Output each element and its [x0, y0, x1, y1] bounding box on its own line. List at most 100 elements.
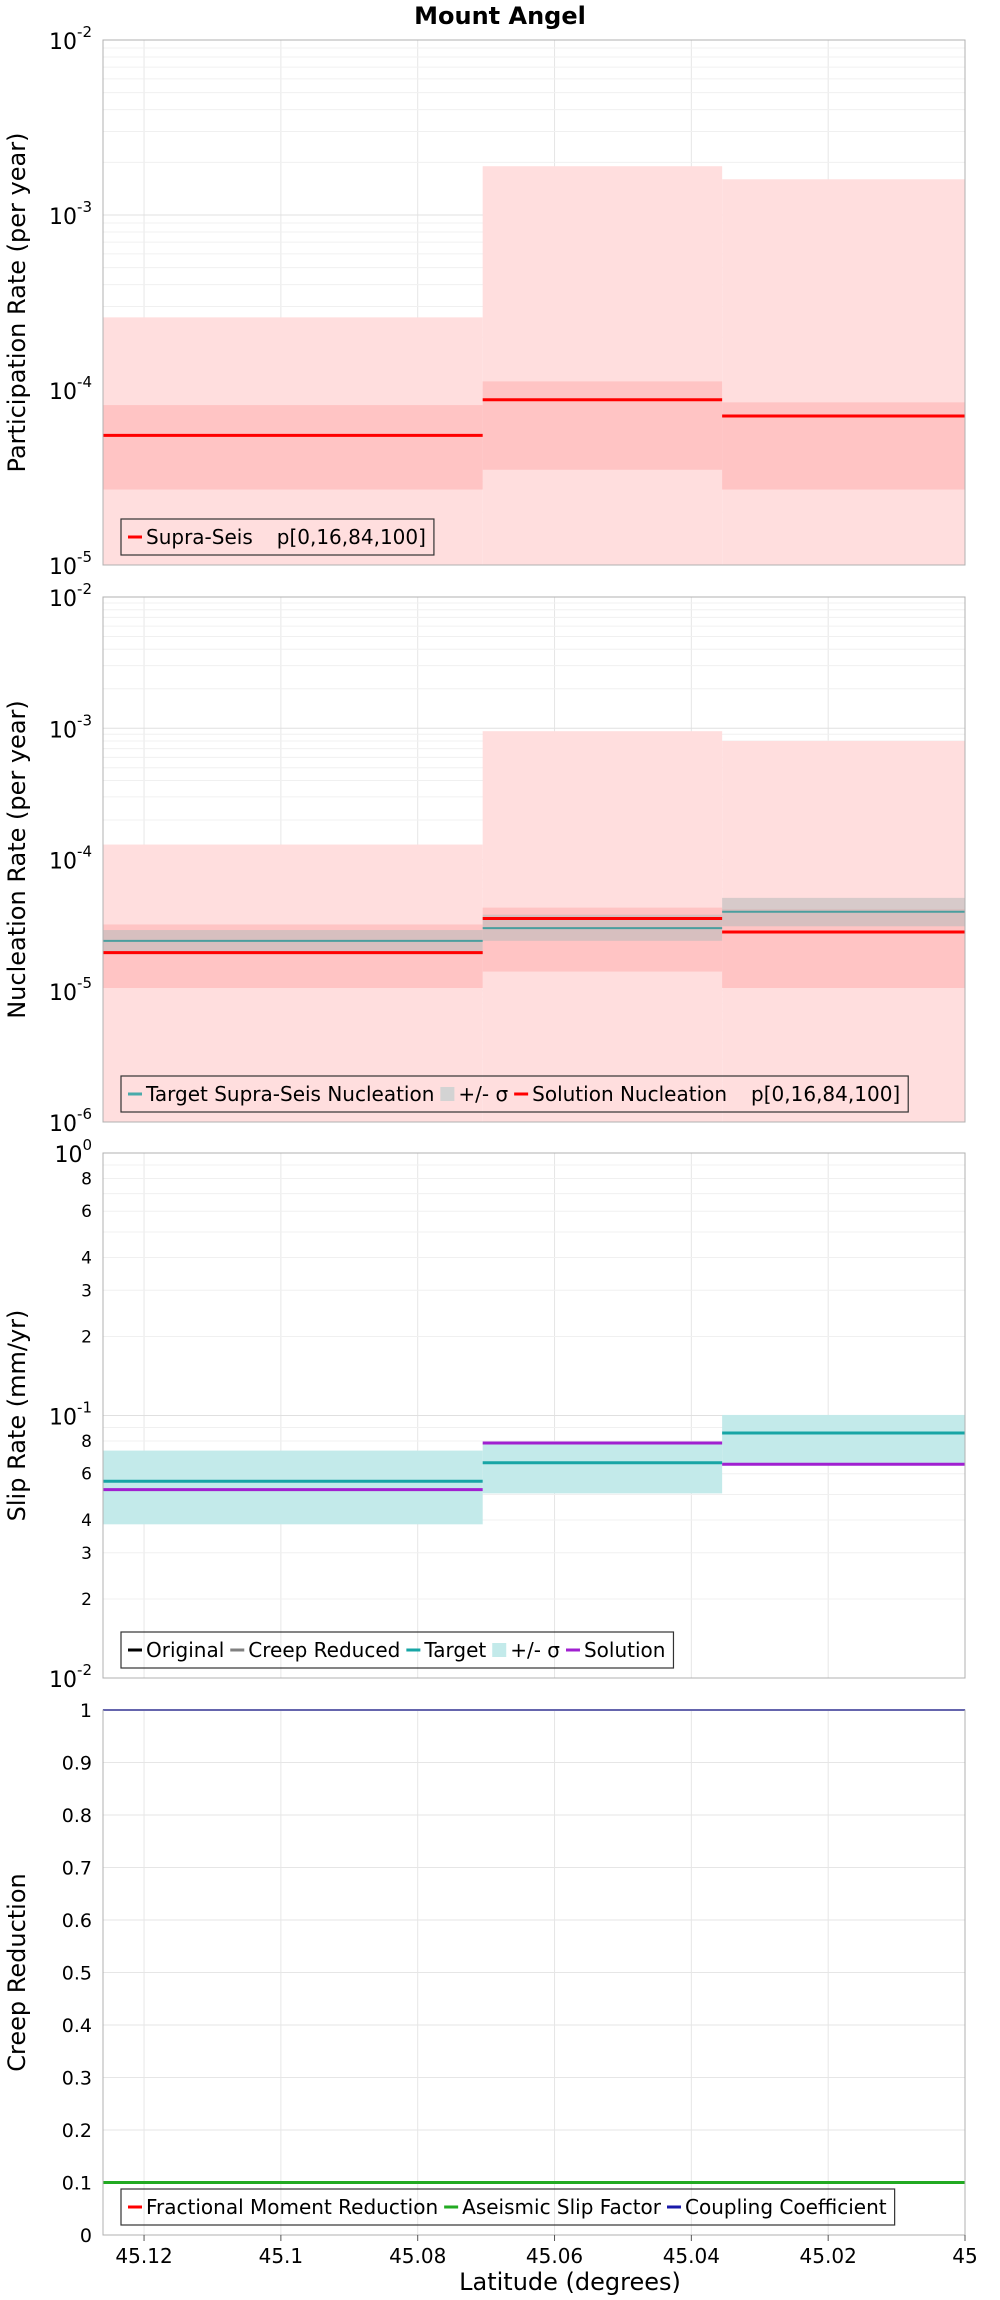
legend-frame [120, 518, 435, 556]
y-ticks: 10-2 10-1 100 2 3 4 6 8 2 3 4 6 8 [49, 1136, 92, 1693]
panels: 10-5 10-4 10-3 10-2 Participation Rate (per … [3, 23, 966, 2247]
y-ticks: 10-6 10-5 10-4 10-3 10-2 [49, 580, 92, 1137]
band-segment [482, 1443, 723, 1494]
band-segment [103, 405, 483, 490]
legend-label: Solution [584, 1638, 665, 1662]
band [103, 1414, 965, 1525]
y-minor-tick-label: 3 [81, 1281, 92, 1301]
panel-3: 10-2 10-1 100 2 3 4 6 8 2 3 4 6 8 Slip Rate (mm/yr) Or… [3, 1136, 966, 1693]
band [103, 166, 965, 566]
y-minor-tick-label: 8 [81, 1169, 92, 1189]
panel-2: 10-6 10-5 10-4 10-3 10-2 Nucleation Rate (per… [3, 580, 966, 1137]
legend: Target Supra-Seis Nucleation +/- σ Solutio… [120, 1075, 909, 1113]
y-minor-tick-label: 2 [81, 1590, 92, 1610]
legend-label: +/- σ [458, 1082, 508, 1106]
y-tick-label: 0.2 [62, 2120, 92, 2142]
y-tick-label: 10-5 [49, 548, 92, 580]
x-tick-label: 45.06 [526, 2244, 583, 2268]
x-axis: 45.12 45.1 45.08 45.06 45.04 45.02 45 [115, 2235, 978, 2268]
y-minor-tick-label: 3 [81, 1544, 92, 1564]
y-tick-label: 100 [54, 1136, 92, 1168]
band-segment [482, 166, 723, 565]
y-tick-label: 0.9 [62, 1753, 92, 1775]
y-axis-label: Creep Reduction [3, 1873, 31, 2071]
y-minor-tick-label: 2 [81, 1327, 92, 1347]
x-axis-label: Latitude (degrees) [459, 2268, 681, 2296]
legend-swatch [733, 1087, 748, 1101]
x-tick-label: 45 [952, 2244, 977, 2268]
y-tick-label: 10-5 [49, 974, 92, 1006]
series-line [103, 910, 965, 942]
legend-swatch [492, 1643, 507, 1657]
legend-label: Fractional Moment Reduction [146, 2195, 438, 2219]
y-tick-label: 0.6 [62, 1910, 92, 1932]
plot-frame [102, 1152, 966, 1679]
x-tick-label: 45.12 [115, 2244, 172, 2268]
y-tick-label: 0.8 [62, 1805, 92, 1827]
legend-label: Creep Reduced [248, 1638, 400, 1662]
chart-title: Mount Angel [414, 2, 586, 30]
plot-frame [102, 1709, 966, 2236]
y-tick-label: 10-6 [49, 1105, 92, 1137]
legend-label: p[0,16,84,100] [751, 1082, 900, 1106]
y-minor-tick-label: 6 [81, 1202, 92, 1222]
y-tick-label: 0 [80, 2225, 92, 2247]
y-ticks: 0 0.1 0.2 0.3 0.4 0.5 0.6 0.7 0.8 0.9 1 [62, 1700, 92, 2247]
band-segment [722, 1414, 965, 1464]
y-tick-label: 10-4 [49, 843, 92, 875]
x-tick-label: 45.1 [259, 2244, 304, 2268]
plot-frame [102, 596, 966, 1123]
y-minor-tick-label: 6 [81, 1465, 92, 1485]
y-tick-label: 10-2 [49, 580, 92, 612]
y-axis-label: Nucleation Rate (per year) [3, 700, 31, 1019]
y-tick-label: 0.1 [62, 2173, 92, 2195]
legend-label: p[0,16,84,100] [277, 525, 426, 549]
y-tick-label: 10-3 [49, 198, 92, 230]
legend-label: Original [146, 1638, 224, 1662]
legend-frame [120, 2188, 896, 2226]
band-segment [103, 1450, 483, 1525]
legend: Fractional Moment Reduction Aseismic Slip… [120, 2188, 896, 2226]
x-tick-label: 45.04 [663, 2244, 720, 2268]
legend-label: Coupling Coefficient [685, 2195, 887, 2219]
legend-label: Target Supra-Seis Nucleation [145, 1082, 434, 1106]
legend-swatch [258, 530, 273, 544]
legend-frame [120, 1075, 909, 1113]
series-line [103, 398, 965, 437]
band-segment [103, 930, 483, 955]
legend: Supra-Seis p[0,16,84,100] [120, 518, 435, 556]
y-tick-label: 10-3 [49, 711, 92, 743]
legend-label: Supra-Seis [146, 525, 253, 549]
y-minor-tick-label: 8 [81, 1432, 92, 1452]
y-minor-tick-label: 4 [81, 1248, 92, 1268]
y-tick-label: 10-2 [49, 1661, 92, 1693]
y-tick-label: 0.5 [62, 1963, 92, 1985]
y-tick-label: 1 [80, 1700, 92, 1722]
panel-1: 10-5 10-4 10-3 10-2 Participation Rate (per … [3, 23, 966, 580]
series-line [103, 1441, 965, 1492]
y-axis-label: Participation Rate (per year) [3, 133, 31, 473]
y-ticks: 10-5 10-4 10-3 10-2 [49, 23, 92, 580]
legend-swatch [440, 1087, 455, 1101]
y-tick-label: 0.3 [62, 2068, 92, 2090]
y-minor-tick-label: 4 [81, 1511, 92, 1531]
legend-label: Aseismic Slip Factor [462, 2195, 662, 2219]
band-segment [482, 381, 723, 470]
band [103, 381, 965, 490]
y-tick-label: 0.4 [62, 2015, 92, 2037]
x-tick-label: 45.02 [800, 2244, 857, 2268]
y-tick-label: 10-1 [49, 1399, 92, 1431]
y-tick-label: 10-4 [49, 373, 92, 405]
legend-frame [120, 1631, 675, 1669]
legend-label: +/- σ [510, 1638, 560, 1662]
series-line [103, 1431, 965, 1483]
plot-frame [102, 39, 966, 566]
legend-label: Target [423, 1638, 486, 1662]
panel-4: 0 0.1 0.2 0.3 0.4 0.5 0.6 0.7 0.8 0.9 1 Creep Reduc… [3, 1700, 966, 2247]
x-tick-label: 45.08 [389, 2244, 446, 2268]
legend: Original Creep Reduced Target +/- σ Solution [120, 1631, 675, 1669]
y-axis-label: Slip Rate (mm/yr) [3, 1310, 31, 1522]
legend-label: Solution Nucleation [532, 1082, 727, 1106]
band-segment [722, 179, 965, 566]
